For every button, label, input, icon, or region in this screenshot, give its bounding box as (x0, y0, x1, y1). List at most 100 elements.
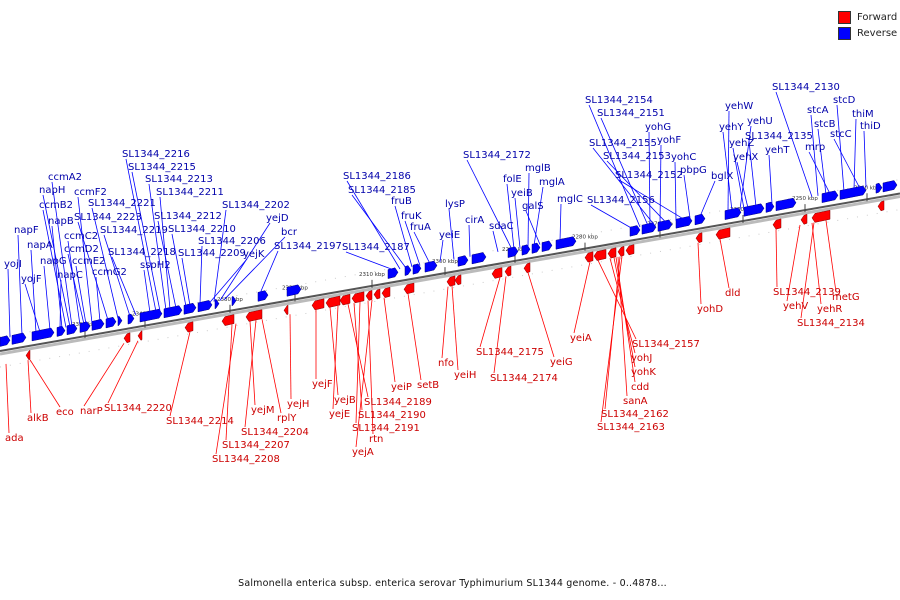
reverse-gene-block (183, 302, 197, 315)
forward-gene-label: SL1344_2139 (773, 287, 841, 298)
forward-connector (215, 323, 237, 455)
forward-gene-block (584, 251, 594, 263)
reverse-connector (699, 180, 716, 217)
reverse-gene-label: yojF (21, 274, 42, 285)
reverse-gene-label: yejD (266, 213, 289, 224)
forward-connector (811, 222, 822, 305)
forward-swatch (838, 10, 851, 24)
reverse-connector (439, 239, 444, 263)
forward-gene-block (593, 249, 607, 261)
forward-connector (825, 220, 837, 293)
forward-gene-label: yehR (817, 304, 842, 315)
reverse-gene-label: SL1344_2185 (348, 185, 416, 196)
reverse-connector (727, 110, 730, 212)
reverse-gene-label: mglA (539, 177, 565, 188)
reverse-connector (42, 209, 67, 328)
reverse-gene-label: yohC (671, 152, 696, 163)
forward-connector (289, 314, 292, 400)
reverse-connector (51, 225, 63, 329)
reverse-gene-label: SL1344_2172 (463, 150, 531, 161)
forward-gene-block (25, 349, 31, 361)
reverse-connector (219, 222, 271, 301)
reverse-gene-block (127, 313, 135, 325)
reverse-gene-block (541, 240, 553, 252)
reverse-gene-block (387, 267, 399, 279)
reverse-gene-label: yeiE (439, 230, 460, 241)
reverse-gene-label: yehU (747, 116, 773, 127)
reverse-connector (817, 128, 827, 195)
forward-connector (617, 256, 628, 397)
reverse-connector (588, 104, 641, 228)
forward-connector (719, 238, 730, 289)
reverse-gene-label: yehY (719, 122, 744, 133)
reverse-gene-block (471, 252, 487, 265)
forward-connector (597, 260, 637, 340)
reverse-connector (394, 205, 413, 268)
reverse-gene-label: SL1344_2221 (88, 198, 156, 209)
reverse-gene-label: napC (57, 270, 83, 281)
reverse-gene-block (11, 332, 27, 345)
reverse-gene-label: sdaC (489, 221, 514, 232)
reverse-gene-block (457, 255, 469, 267)
reverse-gene-label: SL1344_2218 (108, 247, 176, 258)
forward-gene-block (325, 295, 341, 308)
forward-connector (493, 276, 507, 374)
forward-gene-block (811, 209, 831, 223)
forward-gene-block (311, 298, 325, 311)
reverse-gene-block (521, 244, 531, 256)
reverse-gene-label: yojI (4, 259, 22, 270)
forward-connector (27, 360, 32, 414)
gene-labels: yojI napF napA yojF napG napC napB ccmB2 napH ccm… (4, 82, 881, 465)
tick-label: 2300 kbp (432, 259, 458, 265)
forward-gene-block (123, 332, 131, 344)
reverse-gene-label: stcA (807, 105, 829, 116)
forward-gene-block (403, 282, 415, 295)
forward-connector (355, 299, 373, 448)
reverse-connector (404, 220, 421, 266)
reverse-connector (590, 204, 633, 229)
reverse-gene-label: mglC (557, 194, 583, 205)
tick-label: 2260 kbp (730, 207, 756, 213)
reverse-gene-label: SL1344_2154 (585, 95, 653, 106)
reverse-connector (448, 208, 455, 260)
reverse-gene-label: SL1344_2213 (145, 174, 213, 185)
reverse-gene-block (424, 260, 438, 273)
reverse-connector (618, 179, 685, 220)
forward-gene-label: SL1344_2162 (601, 409, 669, 420)
reverse-connector (345, 251, 395, 271)
reverse-gene-label: lysP (445, 199, 465, 210)
forward-gene-block (504, 265, 512, 277)
forward-gene-label: SL1344_2157 (632, 339, 700, 350)
forward-gene-label: SL1344_2191 (352, 423, 420, 434)
forward-gene-label: SL1344_2220 (104, 403, 172, 414)
axis-shadow (0, 195, 900, 356)
forward-gene-label: yeiH (454, 370, 476, 381)
reverse-gene-label: galS (522, 201, 544, 212)
forward-gene-block (454, 274, 462, 286)
legend-forward-label: Forward (857, 11, 898, 23)
forward-gene-label: yejF (312, 379, 333, 390)
reverse-connector (606, 160, 667, 223)
reverse-gene-label: thiM (852, 109, 874, 120)
reverse-gene-label: yohG (645, 122, 671, 133)
reverse-gene-label: ccmF2 (74, 187, 107, 198)
forward-gene-block (523, 262, 531, 274)
reverse-connector (506, 183, 515, 250)
reverse-connector (67, 253, 85, 325)
forward-gene-label: yohD (697, 304, 723, 315)
reverse-gene-block (875, 182, 883, 194)
forward-connector (383, 297, 396, 383)
reverse-gene-label: ccmD2 (64, 244, 99, 255)
reverse-gene-block (531, 242, 541, 254)
forward-gene-block (137, 330, 143, 341)
forward-gene-block (184, 321, 194, 333)
reverse-connector (351, 194, 407, 269)
forward-connector (451, 285, 459, 371)
reverse-gene-label: ccmC2 (64, 231, 98, 242)
forward-gene-label: yejM (251, 405, 274, 416)
reverse-connector (209, 258, 248, 303)
reverse-connector (492, 230, 499, 252)
forward-gene-label: nfo (438, 358, 454, 369)
reverse-gene-label: thiD (860, 121, 881, 132)
reverse-connector (674, 161, 677, 221)
